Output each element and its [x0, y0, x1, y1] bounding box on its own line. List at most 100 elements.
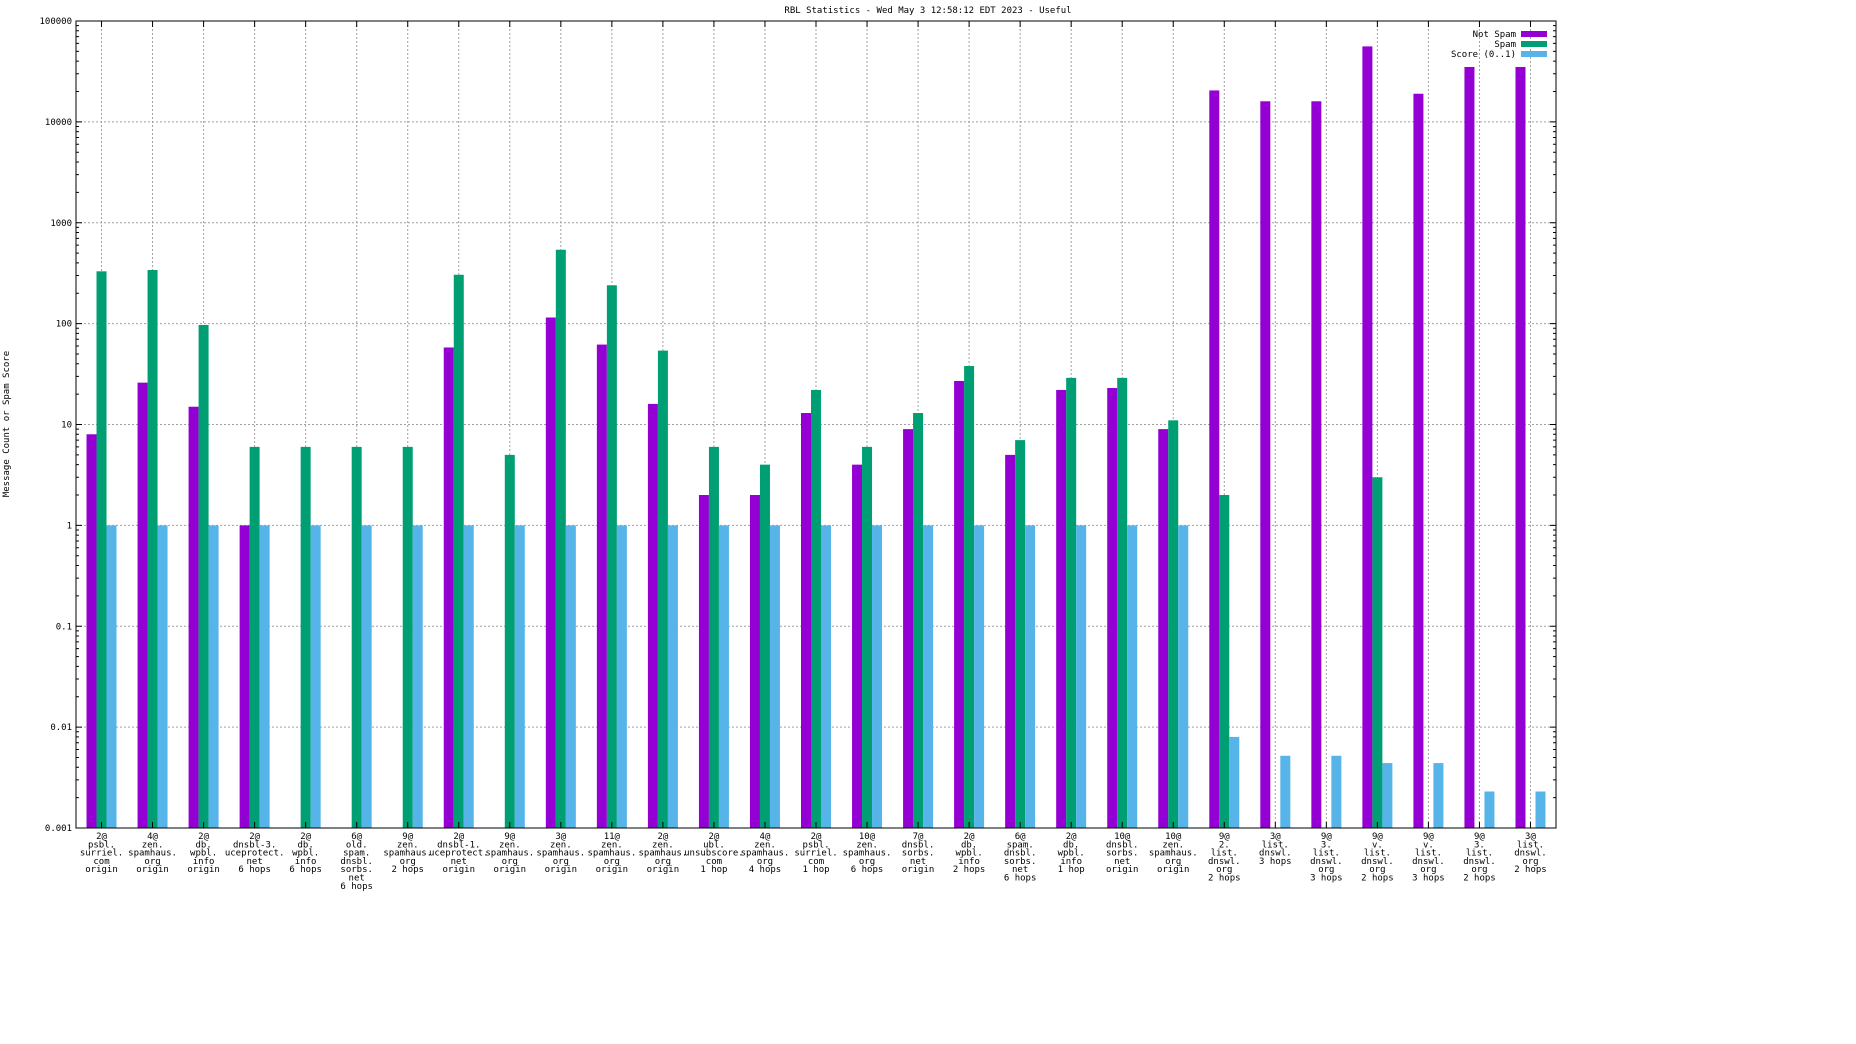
bar-spam: [1219, 495, 1230, 828]
bar-score-0-1: [923, 525, 934, 828]
bar-spam: [606, 285, 617, 828]
x-tick-label: 6@ spam. dnsbl. sorbs. net 6 hops: [1004, 832, 1037, 884]
bar-spam: [300, 446, 311, 828]
bar-score-0-1: [1178, 525, 1189, 828]
x-tick-label: 9@ zen. spamhaus. org 2 hops: [383, 832, 432, 875]
bar-score-0-1: [1433, 763, 1444, 828]
x-tick-label: 4@ zen. spamhaus. org origin: [128, 832, 177, 875]
x-tick-label: 10@ zen. spamhaus. org 6 hops: [843, 832, 892, 875]
y-axis-ticks: 0.001 0.01 0.1 1 10 100 1000 10000 100000: [39, 17, 1556, 834]
bar-spam: [964, 366, 975, 828]
bar-not-spam: [1005, 454, 1016, 828]
x-tick-label: 9@ 3. list. dnswl. org 2 hops: [1463, 832, 1496, 884]
bar-not-spam: [545, 317, 556, 828]
x-tick-label: 3@ list. dnswl. 3 hops: [1259, 832, 1292, 867]
chart-title: RBL Statistics - Wed May 3 12:58:12 EDT …: [784, 6, 1071, 16]
bar-score-0-1: [1535, 791, 1546, 828]
x-tick-label: 3@ list. dnswl. org 2 hops: [1514, 832, 1547, 875]
bar-spam: [555, 249, 566, 829]
y-tick-label: 10: [61, 421, 72, 431]
bar-not-spam: [647, 403, 658, 828]
bar-spam: [351, 446, 362, 828]
x-tick-label: 9@ 3. list. dnswl. org 3 hops: [1310, 832, 1343, 884]
bar-score-0-1: [1025, 525, 1036, 828]
bar-spam: [402, 446, 413, 828]
bar-not-spam: [137, 382, 148, 828]
y-tick-label: 100: [56, 320, 72, 330]
bar-score-0-1: [974, 525, 985, 828]
bar-score-0-1: [361, 525, 372, 828]
bar-score-0-1: [1382, 763, 1393, 828]
y-tick-label: 100000: [39, 17, 72, 27]
y-tick-label: 10000: [45, 118, 72, 128]
legend-swatch: [1521, 51, 1547, 57]
x-tick-label: 9@ v. list. dnswl. org 2 hops: [1361, 832, 1394, 884]
bar-spam: [96, 271, 107, 828]
x-tick-label: 2@ psbl. surriel. com 1 hop: [794, 832, 837, 875]
x-tick-label: 2@ zen. spamhaus. org origin: [639, 832, 688, 875]
bar-spam: [453, 274, 464, 828]
bar-not-spam: [852, 464, 863, 828]
bar-score-0-1: [208, 525, 219, 828]
bar-spam: [1117, 377, 1128, 828]
bar-not-spam: [188, 406, 199, 828]
bar-not-spam: [1362, 46, 1373, 828]
bar-spam: [198, 324, 209, 828]
bar-score-0-1: [1229, 736, 1240, 828]
bar-not-spam: [239, 525, 250, 828]
bar-not-spam: [1515, 66, 1526, 829]
x-tick-label: 9@ v. list. dnswl. org 3 hops: [1412, 832, 1445, 884]
x-tick-label: 2@ dnsbl-3. uceprotect. net 6 hops: [225, 832, 285, 875]
bar-score-0-1: [667, 525, 678, 828]
bar-not-spam: [1311, 101, 1322, 828]
bar-score-0-1: [106, 525, 117, 828]
bar-score-0-1: [769, 525, 780, 828]
bar-spam: [913, 413, 924, 828]
bar-not-spam: [596, 344, 607, 828]
bar-score-0-1: [1127, 525, 1138, 828]
y-tick-label: 0.01: [50, 723, 72, 733]
x-tick-label: 6@ old. spam. dnsbl. sorbs. net 6 hops: [340, 832, 373, 892]
bar-spam: [1372, 477, 1383, 828]
bar-not-spam: [749, 495, 760, 828]
x-tick-label: 2@ db. wpbl. info 6 hops: [289, 832, 322, 875]
legend-label: Score (0..1): [1451, 50, 1516, 60]
bars-layer: [86, 46, 1546, 829]
bar-spam: [249, 446, 260, 828]
bar-not-spam: [86, 434, 97, 828]
legend-label: Not Spam: [1473, 30, 1516, 40]
bar-not-spam: [1056, 389, 1067, 828]
bar-score-0-1: [872, 525, 883, 828]
bar-spam: [504, 454, 515, 828]
bar-spam: [811, 389, 821, 828]
bar-spam: [1066, 377, 1077, 828]
x-tick-label: 10@ zen. spamhaus. org origin: [1149, 832, 1198, 875]
x-tick-label: 2@ psbl. surriel. com origin: [80, 832, 123, 875]
x-tick-label: 2@ ubl. unsubscore. com 1 hop: [684, 832, 744, 875]
legend-swatch: [1521, 31, 1547, 37]
bar-score-0-1: [821, 525, 831, 828]
bar-not-spam: [1107, 388, 1118, 828]
legend-label: Spam: [1494, 40, 1516, 50]
bar-score-0-1: [1280, 755, 1291, 828]
bar-score-0-1: [310, 525, 321, 828]
bar-score-0-1: [1484, 791, 1495, 828]
bar-score-0-1: [718, 525, 729, 828]
bar-spam: [862, 446, 873, 828]
bar-not-spam: [1260, 101, 1271, 828]
y-tick-label: 0.1: [56, 622, 72, 632]
x-tick-label: 2@ dnsbl-1. uceprotect. net origin: [429, 832, 489, 875]
y-tick-label: 1000: [50, 219, 72, 229]
bar-score-0-1: [463, 525, 474, 828]
bar-spam: [759, 464, 770, 828]
x-tick-label: 4@ zen. spamhaus. org 4 hops: [741, 832, 790, 875]
bar-not-spam: [1158, 429, 1169, 828]
x-tick-label: 9@ zen. spamhaus. org origin: [485, 832, 534, 875]
bar-score-0-1: [157, 525, 168, 828]
bar-score-0-1: [259, 525, 270, 828]
bar-score-0-1: [412, 525, 423, 828]
x-tick-label: 10@ dnsbl. sorbs. net origin: [1106, 832, 1139, 875]
